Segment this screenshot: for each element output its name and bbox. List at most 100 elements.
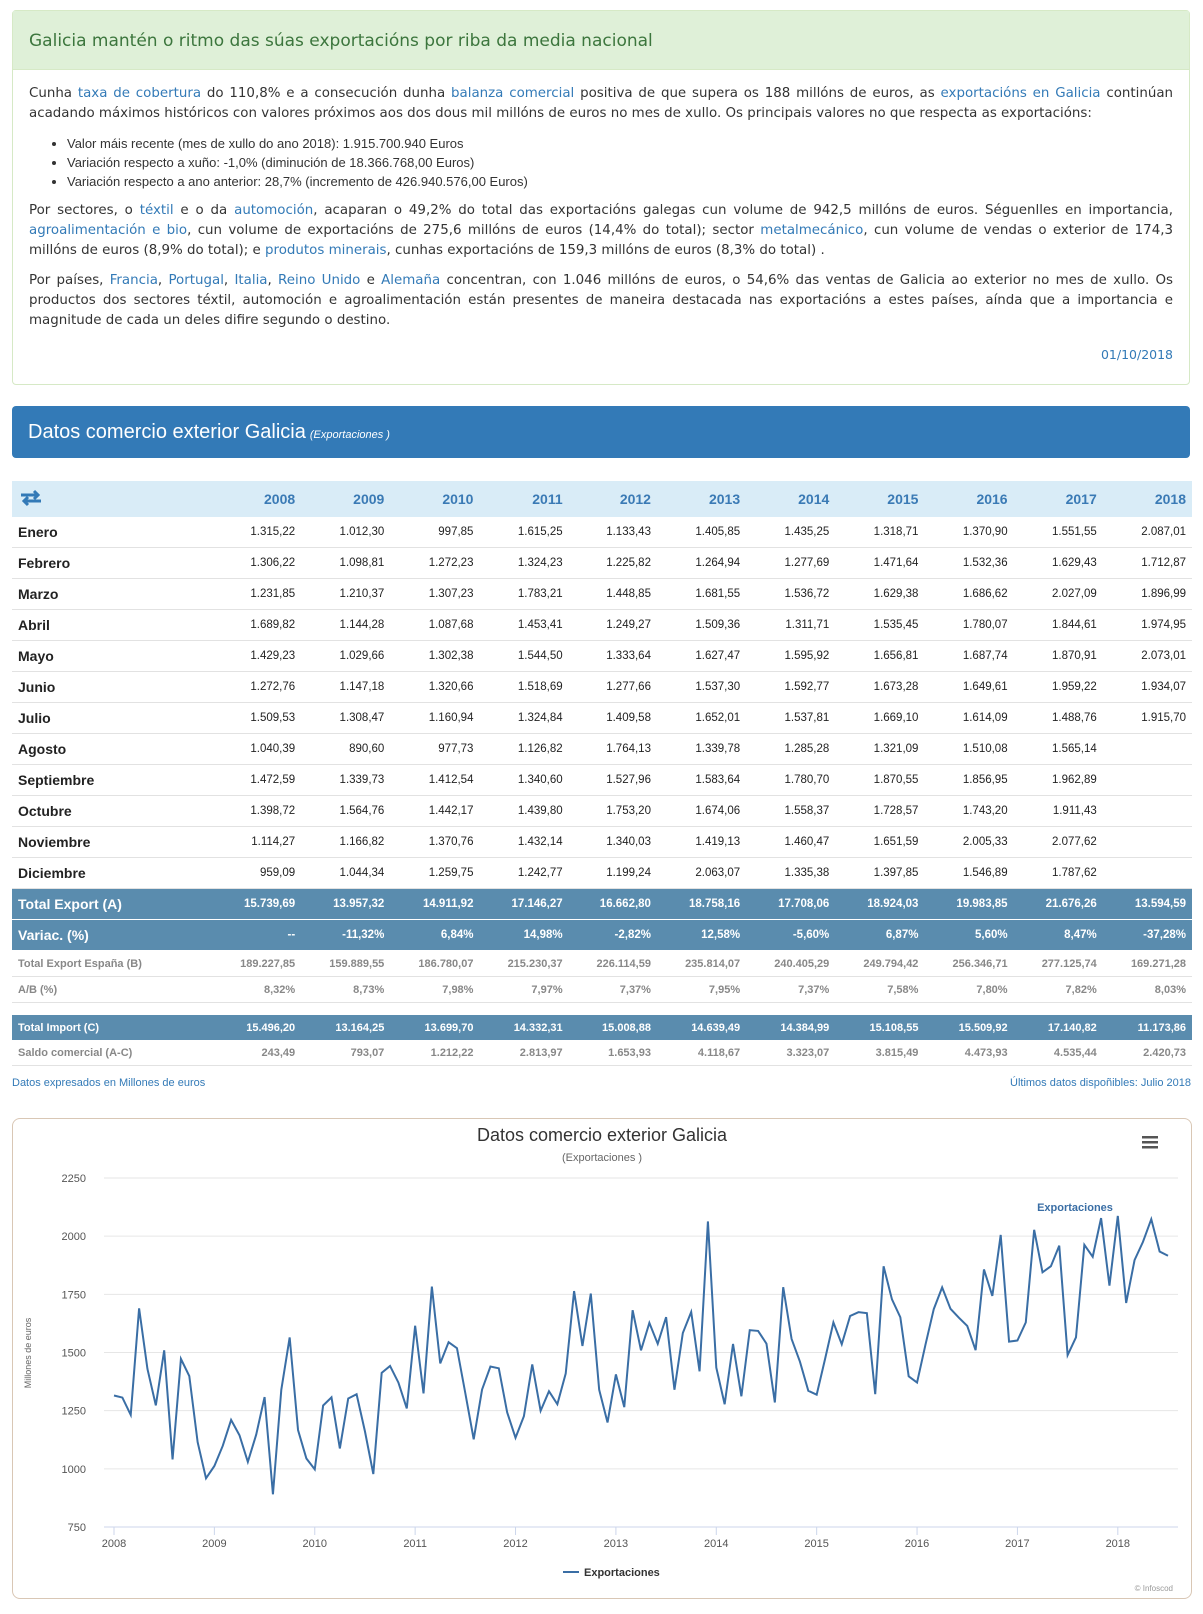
- cell: 1.302,38: [390, 640, 480, 672]
- cell: 890,60: [301, 733, 391, 765]
- cell: 1.592,77: [746, 671, 836, 703]
- cell: 1.558,37: [746, 795, 836, 827]
- cell: 1.412,54: [390, 764, 480, 796]
- cell: 1.166,82: [301, 826, 391, 858]
- legend-label: Exportaciones: [584, 1567, 660, 1579]
- cell: 1.133,43: [568, 517, 657, 548]
- cell: 13.164,25: [301, 1015, 391, 1040]
- x-tick-label: 2016: [905, 1538, 929, 1550]
- chart-box: Datos comercio exterior Galicia (Exporta…: [12, 1118, 1192, 1599]
- text: Cunha: [29, 86, 78, 101]
- link[interactable]: Italia: [234, 273, 268, 288]
- bullet: Valor máis recente (mes de xullo do ano …: [67, 134, 1173, 153]
- cell: 1.231,85: [212, 578, 302, 610]
- cell: 2.420,73: [1102, 1040, 1192, 1066]
- cell: [1102, 764, 1192, 796]
- chart-title: Datos comercio exterior Galicia: [477, 1125, 728, 1145]
- cell: 3.323,07: [746, 1040, 836, 1066]
- section-bar: Datos comercio exterior Galicia (Exportac…: [12, 406, 1190, 458]
- news-panel: Galicia mantén o ritmo das súas exportac…: [12, 10, 1190, 385]
- cell: 1.537,81: [746, 702, 836, 734]
- x-tick-label: 2012: [503, 1538, 527, 1550]
- cell: 17.146,27: [479, 888, 569, 920]
- year-header: 2009: [301, 481, 391, 517]
- y-tick-label: 1500: [62, 1348, 86, 1360]
- link[interactable]: taxa de cobertura: [77, 86, 202, 101]
- cell: 1.307,23: [390, 578, 480, 610]
- cell: 4.535,44: [1013, 1040, 1103, 1066]
- table-row: Diciembre 959,09 1.044,34 1.259,75 1.242,77 1…: [12, 857, 1192, 889]
- text: continúan acadando máximos históricos co…: [29, 86, 1174, 121]
- cell: 1.442,17: [390, 795, 480, 827]
- cell: 1.535,45: [835, 609, 925, 641]
- link[interactable]: automoción: [234, 203, 314, 218]
- menu-icon[interactable]: [1142, 1136, 1158, 1149]
- icon[interactable]: [18, 489, 44, 507]
- table-row: Julio 1.509,53 1.308,47 1.160,94 1.324,84 1.4…: [12, 702, 1192, 734]
- cell: 1.551,55: [1013, 517, 1103, 548]
- cell: 21.676,26: [1013, 888, 1103, 920]
- cell: 1.656,81: [835, 640, 925, 672]
- cell: 7,95%: [656, 976, 747, 1003]
- cell: 1.405,85: [656, 517, 747, 548]
- cell: 1.565,14: [1013, 733, 1103, 765]
- cell: 1.308,47: [301, 702, 391, 734]
- text: , cunhas exportacións de 159,3 millóns d…: [386, 243, 825, 258]
- link[interactable]: Alemaña: [381, 273, 441, 288]
- cell: 1.689,82: [212, 609, 302, 641]
- cell: 1.212,22: [390, 1040, 480, 1066]
- cell: 1.087,68: [390, 609, 480, 641]
- cell: 1.911,43: [1013, 795, 1103, 827]
- link[interactable]: exportacións en Galicia: [940, 86, 1101, 101]
- year-header: 2014: [746, 481, 836, 517]
- link[interactable]: agroalimentación e bio: [29, 223, 188, 238]
- cell: 1.335,38: [746, 857, 836, 889]
- row-label: Abril: [12, 609, 212, 641]
- cell: 189.227,85: [212, 950, 302, 977]
- refresh-icon[interactable]: [12, 481, 212, 517]
- row-label: Total Export (A): [12, 888, 212, 920]
- cell: [1102, 857, 1192, 889]
- cell: 1.398,72: [212, 795, 302, 827]
- news-body: Cunha taxa de cobertura do 110,8% e a co…: [13, 70, 1189, 365]
- section-subtitle: (Exportaciones ): [309, 429, 390, 441]
- row-label: Mayo: [12, 640, 212, 672]
- link[interactable]: metalmecánico: [760, 223, 864, 238]
- cell: 243,49: [212, 1040, 302, 1066]
- spacer-cell: [12, 1003, 1192, 1016]
- row-label: Saldo comercial (A-C): [12, 1040, 212, 1066]
- cell: 1.651,59: [835, 826, 925, 858]
- y-tick-label: 1750: [62, 1289, 86, 1301]
- cell: 1.285,28: [746, 733, 836, 765]
- cell: 1.870,55: [835, 764, 925, 796]
- year-header: 2012: [568, 481, 657, 517]
- date: 01/10/2018: [1100, 347, 1173, 362]
- cell: 1.627,47: [656, 640, 747, 672]
- cell: 15.509,92: [924, 1015, 1014, 1040]
- cell: 977,73: [390, 733, 480, 765]
- cell: 1.472,59: [212, 764, 302, 796]
- link[interactable]: balanza comercial: [451, 86, 575, 101]
- note-left: Datos expresados en Millones de euros: [12, 1077, 206, 1089]
- cell: 17.708,06: [746, 888, 836, 920]
- cell: 1.629,38: [835, 578, 925, 610]
- cell: 1.536,72: [746, 578, 836, 610]
- y-tick-label: 1000: [62, 1464, 86, 1476]
- table-row: Abril 1.689,82 1.144,28 1.087,68 1.453,41 1.2…: [12, 609, 1192, 641]
- cell: 1.160,94: [390, 702, 480, 734]
- cell: 14.384,99: [746, 1015, 836, 1040]
- cell: 1.595,92: [746, 640, 836, 672]
- cell: 1.615,25: [479, 517, 569, 548]
- link[interactable]: Francia: [109, 273, 158, 288]
- row-label: Variac. (%): [12, 919, 212, 951]
- cell: 1.242,77: [479, 857, 569, 889]
- row-label: Agosto: [12, 733, 212, 765]
- year-header: 2010: [390, 481, 480, 517]
- link[interactable]: produtos minerais: [265, 243, 387, 258]
- x-tick-label: 2008: [102, 1538, 126, 1550]
- link[interactable]: téxtil: [139, 203, 174, 218]
- cell: 1.029,66: [301, 640, 391, 672]
- link[interactable]: Portugal: [168, 273, 224, 288]
- link[interactable]: Reino Unido: [278, 273, 361, 288]
- cell: 2.087,01: [1102, 517, 1192, 548]
